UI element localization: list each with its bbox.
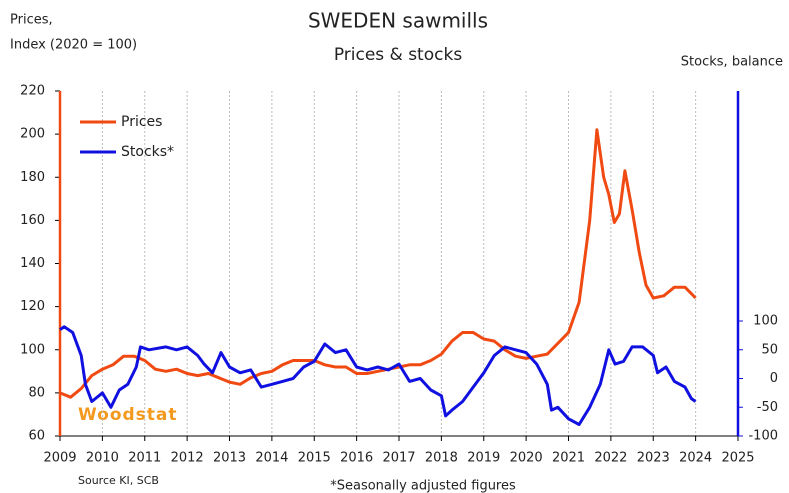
y2-tick-label: -50	[757, 400, 778, 415]
y-tick-label: 60	[28, 429, 45, 444]
x-tick-label: 2017	[382, 451, 415, 466]
x-tick-label: 2021	[552, 451, 585, 466]
x-tick-label: 2009	[43, 451, 76, 466]
logo: Woodstat	[78, 405, 178, 425]
y2-tick-label: 50	[761, 342, 778, 357]
chart-title: SWEDEN sawmills	[308, 9, 488, 33]
y-tick-label: 100	[20, 342, 45, 357]
x-tick-label: 2012	[171, 451, 204, 466]
y-tick-label: 120	[20, 299, 45, 314]
x-tick-label: 2018	[425, 451, 458, 466]
x-tick-label: 2024	[679, 451, 712, 466]
series-line	[59, 128, 697, 399]
legend-label: Stocks*	[121, 144, 174, 160]
x-tick-label: 2010	[86, 451, 119, 466]
y2-tick-label: 0	[770, 371, 778, 386]
y-axis-label: Prices,	[10, 13, 53, 28]
x-tick-label: 2016	[340, 451, 373, 466]
x-tick-label: 2015	[298, 451, 331, 466]
y2-axis-label: Stocks, balance	[681, 55, 783, 70]
y-tick-label: 140	[20, 256, 45, 271]
y-tick-label: 80	[28, 385, 45, 400]
x-tick-label: 2013	[213, 451, 246, 466]
y-tick-label: 160	[20, 213, 45, 228]
source: Source KI, SCB	[78, 474, 159, 487]
legend-label: Prices	[121, 114, 162, 130]
chart-subtitle: Prices & stocks	[334, 45, 463, 65]
y2-tick-label: -100	[748, 429, 778, 444]
footnote: *Seasonally adjusted figures	[330, 479, 516, 493]
y-axis-label: Index (2020 = 100)	[10, 38, 137, 53]
y-tick-label: 180	[20, 170, 45, 185]
y-tick-label: 220	[20, 84, 45, 99]
x-tick-label: 2014	[255, 451, 288, 466]
x-tick-label: 2025	[721, 451, 754, 466]
x-tick-label: 2022	[594, 451, 627, 466]
y-tick-label: 200	[20, 127, 45, 142]
y2-tick-label: 100	[753, 314, 778, 329]
series-line	[59, 325, 697, 426]
x-tick-label: 2023	[637, 451, 670, 466]
x-tick-label: 2019	[467, 451, 500, 466]
x-tick-label: 2011	[128, 451, 161, 466]
x-tick-label: 2020	[510, 451, 543, 466]
